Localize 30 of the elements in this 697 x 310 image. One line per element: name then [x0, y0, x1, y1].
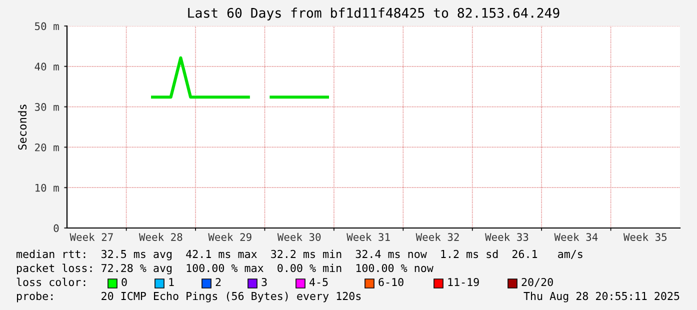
text: 4-5	[310, 278, 328, 286]
y-axis-title: Seconds	[18, 104, 27, 150]
x-tick-label: Week 31	[346, 232, 390, 241]
x-tick-label: Week 33	[485, 232, 528, 241]
text: 3	[262, 278, 267, 286]
text: Thu Aug 28 20:55:11 2025	[524, 292, 680, 302]
y-tick-label: 0	[54, 224, 59, 232]
text: 1	[169, 278, 174, 286]
text: median rtt: 32.5 ms avg 42.1 ms max 32.2 ms min 32.4 ms now 1.2 ms sd 26.1 am/s	[16, 250, 582, 260]
x-tick-label: Week 29	[208, 232, 252, 241]
x-tick-label: Week 30	[277, 232, 321, 241]
x-tick-label: Week 32	[416, 232, 459, 241]
x-tick-label: Week 35	[623, 232, 667, 241]
text: loss color:	[16, 278, 86, 286]
text: 2	[216, 278, 221, 286]
chart-title: Last 60 Days from bf1d11f48425 to 82.153.64.249	[188, 8, 560, 20]
x-tick-label: Week 27	[70, 232, 113, 241]
text: 6-10	[378, 278, 404, 286]
y-tick-label: 10 m	[36, 184, 59, 192]
y-tick-label: 40 m	[34, 62, 59, 71]
text: probe: 20 ICMP Echo Pings (56 Bytes) every 120s	[17, 292, 361, 302]
text: packet loss: 72.28 % avg 100.00 % max 0.00 % min 100.00 % now	[17, 264, 434, 274]
text: 11-19	[448, 278, 479, 286]
x-tick-label: Week 28	[138, 232, 182, 241]
text: 0	[122, 278, 127, 286]
y-tick-label: 30 m	[34, 103, 59, 111]
y-tick-label: 50 m	[35, 22, 59, 30]
text: 20/20	[522, 278, 553, 288]
x-tick-label: Week 34	[554, 232, 598, 241]
y-tick-label: 20 m	[35, 143, 59, 152]
